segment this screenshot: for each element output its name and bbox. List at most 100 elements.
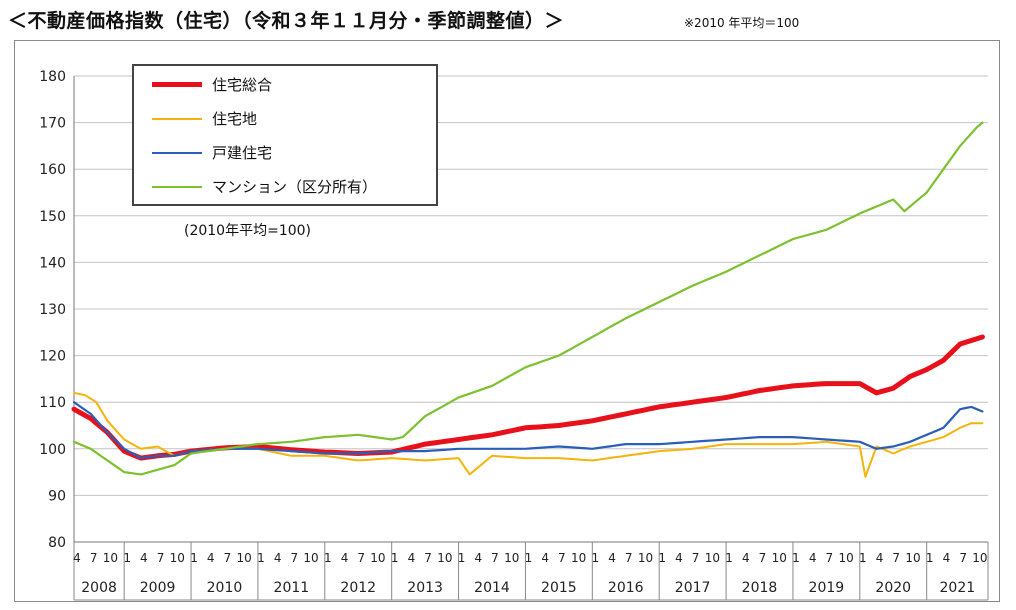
month-tick-label: 4 [408, 551, 416, 565]
y-tick-label: 160 [39, 162, 66, 178]
month-tick-label: 7 [90, 551, 98, 565]
month-tick-label: 4 [140, 551, 148, 565]
month-tick-label: 7 [357, 551, 365, 565]
y-tick-label: 180 [39, 69, 66, 85]
month-tick-label: 7 [424, 551, 432, 565]
month-tick-label: 4 [809, 551, 817, 565]
month-tick-label: 10 [303, 551, 318, 565]
year-label: 2015 [541, 580, 577, 596]
month-tick-label: 10 [905, 551, 920, 565]
month-tick-label: 1 [658, 551, 666, 565]
month-tick-label: 10 [103, 551, 118, 565]
month-tick-label: 1 [591, 551, 599, 565]
year-label: 2017 [675, 580, 711, 596]
y-tick-label: 90 [48, 488, 66, 504]
y-tick-label: 150 [39, 209, 66, 225]
month-tick-label: 10 [972, 551, 987, 565]
y-tick-label: 120 [39, 349, 66, 365]
month-tick-label: 7 [959, 551, 967, 565]
month-tick-label: 7 [625, 551, 633, 565]
legend-label-condo: マンション（区分所有） [212, 178, 378, 196]
month-tick-label: 1 [324, 551, 332, 565]
year-label: 2021 [940, 580, 976, 596]
month-tick-label: 4 [474, 551, 482, 565]
year-label: 2020 [875, 580, 911, 596]
month-tick-label: 7 [291, 551, 299, 565]
month-tick-label: 7 [558, 551, 566, 565]
month-tick-label: 10 [838, 551, 853, 565]
month-tick-label: 10 [638, 551, 653, 565]
month-tick-label: 7 [157, 551, 165, 565]
month-tick-label: 4 [341, 551, 349, 565]
legend-label-land: 住宅地 [212, 110, 258, 128]
y-tick-label: 140 [39, 255, 66, 271]
legend-swatch-land [152, 118, 202, 120]
axis-layer [73, 76, 989, 601]
month-tick-label: 10 [237, 551, 252, 565]
y-tick-label: 170 [39, 116, 66, 132]
month-tick-label: 10 [170, 551, 185, 565]
y-tick-label: 130 [39, 302, 66, 318]
month-tick-label: 1 [725, 551, 733, 565]
month-tick-label: 10 [370, 551, 385, 565]
month-tick-label: 7 [892, 551, 900, 565]
year-label: 2014 [474, 580, 510, 596]
year-label: 2019 [809, 580, 845, 596]
year-label: 2018 [742, 580, 778, 596]
month-tick-label: 1 [859, 551, 867, 565]
legend-swatch-condo [152, 186, 202, 188]
month-tick-label: 4 [675, 551, 683, 565]
year-label: 2011 [274, 580, 310, 596]
month-tick-label: 4 [608, 551, 616, 565]
month-tick-label: 1 [792, 551, 800, 565]
year-label: 2009 [140, 580, 176, 596]
year-label: 2016 [608, 580, 644, 596]
year-label: 2013 [407, 580, 443, 596]
month-tick-label: 4 [207, 551, 215, 565]
month-tick-label: 4 [876, 551, 884, 565]
year-label: 2012 [340, 580, 376, 596]
legend-item-total: 住宅総合 [134, 72, 434, 98]
month-tick-label: 1 [391, 551, 399, 565]
month-tick-label: 7 [692, 551, 700, 565]
legend-item-condo: マンション（区分所有） [134, 174, 434, 200]
legend-item-land: 住宅地 [134, 106, 434, 132]
month-tick-label: 10 [705, 551, 720, 565]
month-tick-label: 4 [73, 551, 81, 565]
month-tick-label: 10 [437, 551, 452, 565]
month-tick-label: 10 [504, 551, 519, 565]
month-tick-label: 1 [257, 551, 265, 565]
year-label: 2010 [207, 580, 243, 596]
title-row: ＜不動産価格指数（住宅）（令和３年１１月分・季節調整値）＞ ※2010 年平均＝… [8, 6, 1008, 36]
month-tick-label: 1 [190, 551, 198, 565]
month-tick-label: 10 [571, 551, 586, 565]
legend: 住宅総合 住宅地 戸建住宅 マンション（区分所有） [132, 64, 438, 206]
month-tick-label: 7 [224, 551, 232, 565]
legend-item-detached: 戸建住宅 [134, 140, 434, 166]
base-year-note: ※2010 年平均＝100 [684, 16, 800, 30]
y-tick-label: 100 [39, 442, 66, 458]
legend-swatch-total [152, 82, 202, 87]
month-tick-label: 10 [772, 551, 787, 565]
series-layer [71, 121, 985, 478]
month-tick-label: 4 [943, 551, 951, 565]
page-title: ＜不動産価格指数（住宅）（令和３年１１月分・季節調整値）＞ [8, 10, 565, 32]
month-tick-label: 4 [274, 551, 282, 565]
month-tick-label: 4 [541, 551, 549, 565]
series-line-3 [72, 121, 984, 476]
base-year-label: (2010年平均=100) [184, 223, 312, 239]
month-tick-label: 7 [491, 551, 499, 565]
legend-label-detached: 戸建住宅 [212, 144, 273, 162]
legend-label-total: 住宅総合 [212, 76, 273, 94]
month-tick-label: 1 [123, 551, 131, 565]
y-tick-label: 80 [48, 535, 66, 551]
month-tick-label: 1 [525, 551, 533, 565]
month-tick-label: 1 [458, 551, 466, 565]
month-tick-label: 4 [742, 551, 750, 565]
series-line-1 [73, 391, 984, 478]
y-tick-label: 110 [39, 395, 66, 411]
month-tick-label: 7 [826, 551, 834, 565]
legend-swatch-detached [152, 152, 202, 154]
